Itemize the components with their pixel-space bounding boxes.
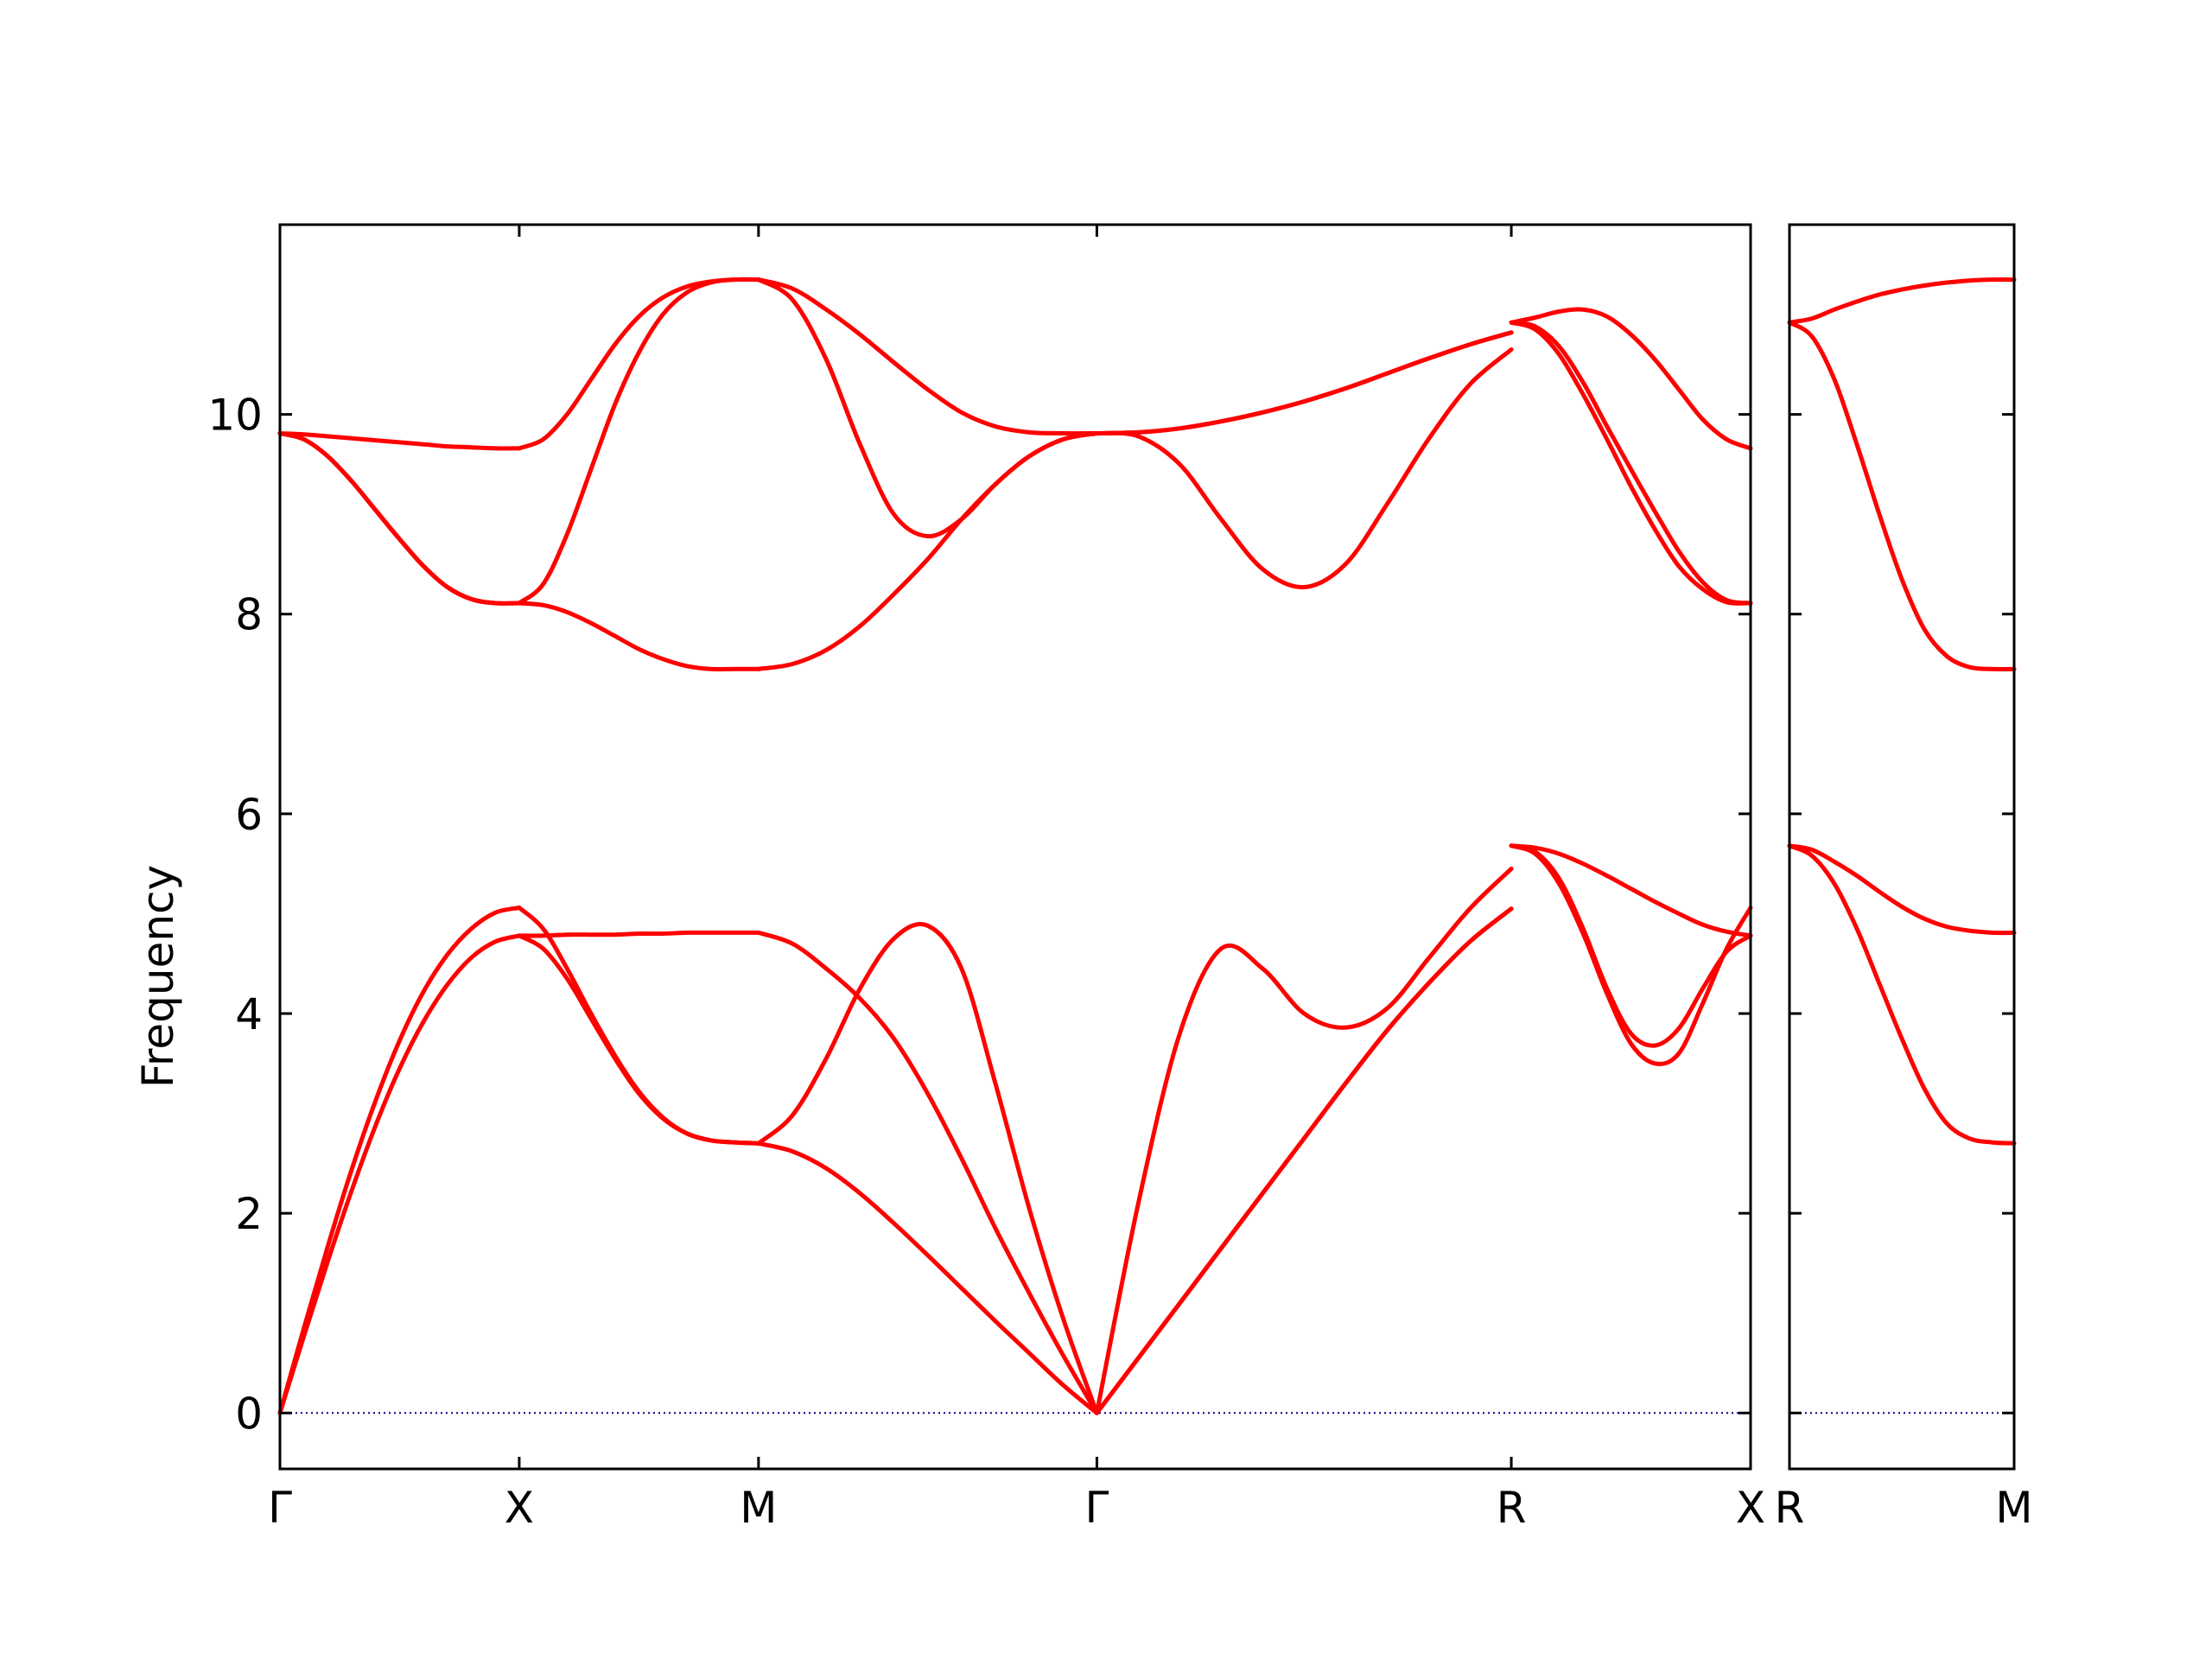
y-tick-label: 6	[235, 790, 263, 840]
panel-main: 0 2 4 6 8 10 Γ X M Γ R X	[207, 223, 1765, 1533]
band-line-main-1-0	[517, 930, 761, 938]
band-line-main-4-1	[1509, 843, 1753, 1048]
band-line-main-4-5	[1509, 307, 1753, 451]
plot-frame	[1788, 223, 2016, 1471]
x-tick-label: Γ	[268, 1483, 292, 1533]
band-line-side-0-1	[1787, 843, 2017, 936]
band-line-main-0-0	[277, 933, 522, 1415]
band-line-main-1-5	[517, 276, 761, 451]
x-tick-label: M	[740, 1483, 777, 1533]
band-line-main-1-2	[517, 906, 761, 1146]
band-line-main-1-3	[517, 601, 761, 672]
band-line-main-2-3	[756, 431, 1099, 671]
x-tick-label: M	[1995, 1483, 2032, 1533]
band-line-side-0-2	[1787, 320, 2017, 671]
band-line-main-0-2	[277, 431, 522, 451]
band-line-main-3-4	[1094, 330, 1514, 435]
band-line-main-2-5	[756, 277, 1099, 436]
band-line-main-2-1	[756, 930, 1099, 1415]
x-tick-label: X	[505, 1483, 534, 1533]
band-line-main-4-2	[1509, 843, 1753, 938]
y-axis-label: Frequency	[133, 865, 183, 1088]
x-tick-label: X	[1736, 1483, 1765, 1533]
x-tick-label: R	[1775, 1483, 1805, 1533]
plot-frame	[278, 223, 1752, 1471]
x-tick-label: Γ	[1085, 1483, 1109, 1533]
band-line-main-3-1	[1094, 866, 1514, 1415]
band-line-main-4-4	[1509, 320, 1753, 606]
band-line-main-2-4	[756, 277, 1099, 539]
band-line-main-2-2	[756, 921, 1099, 1415]
band-line-main-4-3	[1509, 320, 1753, 606]
band-line-main-0-3	[277, 431, 522, 606]
band-line-main-3-3	[1094, 347, 1514, 590]
band-line-main-3-2	[1094, 906, 1514, 1415]
band-line-main-0-4	[277, 431, 522, 606]
band-line-main-3-5	[1094, 330, 1514, 435]
band-line-main-0-1	[277, 906, 522, 1415]
band-line-side-0-0	[1787, 843, 2017, 1146]
y-tick-label: 2	[235, 1189, 263, 1239]
band-line-main-3-0	[1094, 906, 1514, 1415]
x-tick-label: R	[1497, 1483, 1527, 1533]
y-tick-label: 8	[235, 590, 263, 640]
band-line-main-2-0	[756, 1141, 1099, 1415]
y-tick-label: 0	[235, 1389, 263, 1439]
band-line-main-1-4	[517, 276, 761, 606]
band-line-main-1-1	[517, 933, 761, 1146]
y-tick-label: 10	[207, 391, 263, 441]
band-line-side-0-3	[1787, 277, 2017, 325]
band-line-main-4-0	[1509, 843, 1753, 1066]
y-tick-label: 4	[235, 989, 263, 1039]
